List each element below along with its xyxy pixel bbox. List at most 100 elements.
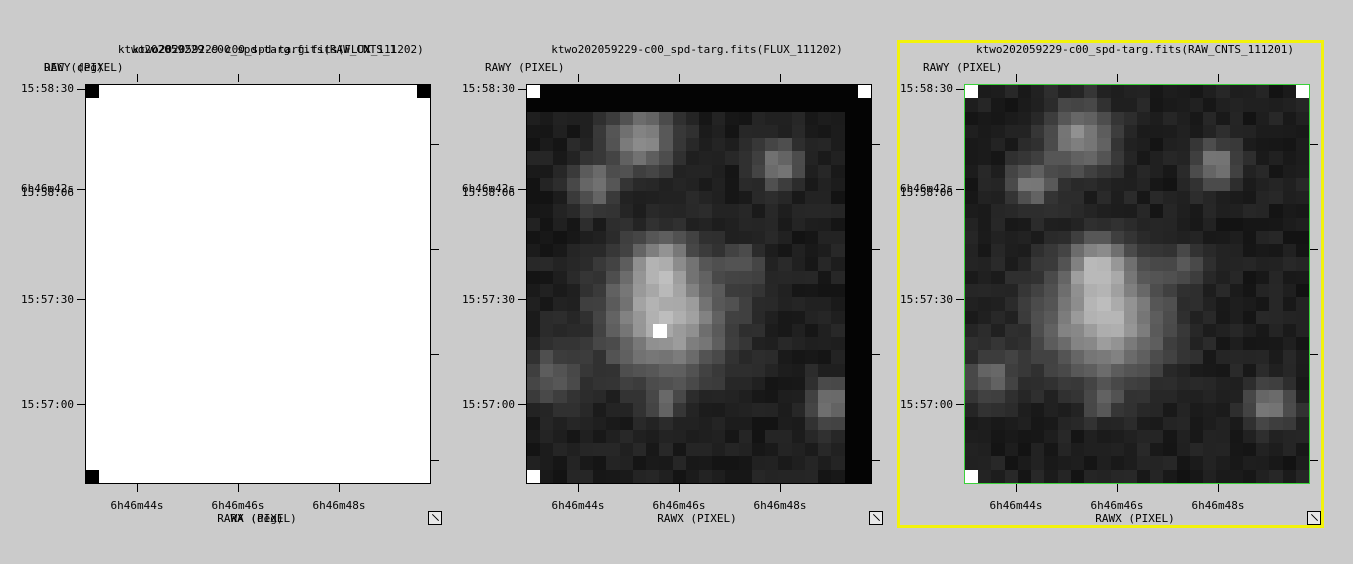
image-pixel: [1282, 230, 1297, 245]
image-pixel: [844, 297, 859, 312]
image-pixel: [685, 337, 700, 352]
image-pixel: [978, 230, 993, 245]
image-pixel: [540, 217, 555, 232]
image-pixel: [991, 429, 1006, 444]
frame-1-image[interactable]: [85, 84, 431, 484]
zoom-resize-icon[interactable]: [428, 511, 442, 525]
image-pixel: [1150, 310, 1165, 325]
image-pixel: [685, 403, 700, 418]
image-pixel: [978, 177, 993, 192]
image-pixel: [1163, 124, 1178, 139]
image-pixel: [1203, 390, 1218, 405]
image-pixel: [1017, 244, 1032, 259]
image-pixel: [791, 310, 806, 325]
image-pixel: [991, 230, 1006, 245]
image-pixel: [1256, 257, 1271, 272]
image-pixel: [857, 390, 871, 405]
zoom-resize-icon[interactable]: [869, 511, 883, 525]
image-pixel: [1189, 297, 1204, 312]
image-pixel: [659, 164, 674, 179]
image-pixel: [844, 217, 859, 232]
image-pixel: [818, 230, 833, 245]
image-pixel: [685, 416, 700, 431]
image-pixel: [1163, 469, 1178, 483]
image-pixel: [1203, 469, 1218, 483]
frame-3-image[interactable]: [964, 84, 1310, 484]
image-pixel: [804, 469, 819, 483]
image-pixel: [593, 217, 608, 232]
image-pixel: [1295, 350, 1309, 365]
image-pixel: [566, 257, 581, 272]
image-pixel: [778, 350, 793, 365]
image-pixel: [672, 124, 687, 139]
image-pixel: [566, 456, 581, 471]
image-pixel: [527, 323, 541, 338]
image-pixel: [699, 337, 713, 352]
image-pixel: [619, 337, 634, 352]
image-pixel: [1004, 244, 1019, 259]
image-pixel: [712, 297, 727, 312]
image-pixel: [1070, 376, 1085, 391]
image-pixel: [1044, 204, 1059, 219]
image-pixel: [1229, 284, 1244, 298]
image-pixel: [1031, 217, 1046, 232]
image-pixel: [831, 350, 846, 365]
image-pixel: [1242, 323, 1257, 338]
image-pixel: [699, 230, 713, 245]
image-pixel: [579, 350, 594, 365]
image-pixel: [857, 376, 871, 391]
image-pixel: [579, 363, 594, 378]
image-pixel: [672, 270, 687, 285]
image-pixel: [1295, 230, 1309, 245]
image-pixel: [540, 416, 555, 431]
image-pixel: [1097, 350, 1112, 365]
image-pixel: [1057, 469, 1072, 483]
image-pixel: [791, 363, 806, 378]
axis-tick: [238, 484, 239, 492]
frame-2-image[interactable]: [526, 84, 872, 484]
image-pixel: [1229, 177, 1244, 192]
image-pixel: [1203, 98, 1218, 113]
image-pixel: [1097, 270, 1112, 285]
dec-tick-label: 6h46m42s: [462, 182, 515, 195]
image-pixel: [844, 337, 859, 352]
image-pixel: [1150, 323, 1165, 338]
image-pixel: [566, 323, 581, 338]
image-pixel: [1004, 376, 1019, 391]
image-pixel: [765, 85, 780, 99]
image-pixel: [1004, 443, 1019, 458]
image-pixel: [632, 323, 647, 338]
image-pixel: [978, 111, 993, 126]
image-pixel: [857, 164, 871, 179]
image-pixel: [1216, 363, 1231, 378]
image-pixel: [593, 416, 608, 431]
image-pixel: [1044, 376, 1059, 391]
image-pixel: [619, 177, 634, 192]
image-pixel: [1044, 244, 1059, 259]
image-pixel: [1269, 456, 1284, 471]
image-pixel: [1123, 416, 1138, 431]
image-pixel: [646, 124, 661, 139]
image-pixel: [1057, 337, 1072, 352]
image-pixel: [791, 323, 806, 338]
image-pixel: [1203, 230, 1218, 245]
image-pixel: [1242, 111, 1257, 126]
image-pixel: [579, 204, 594, 219]
image-pixel: [857, 284, 871, 298]
image-pixel: [1031, 297, 1046, 312]
image-pixel: [1123, 98, 1138, 113]
image-pixel: [1176, 376, 1191, 391]
frame-2-ylabel: RAWY (PIXEL): [485, 61, 565, 74]
image-pixel: [566, 284, 581, 298]
image-pixel: [1203, 297, 1218, 312]
image-pixel: [818, 337, 833, 352]
image-pixel: [685, 138, 700, 153]
image-pixel: [1097, 98, 1112, 113]
image-pixel: [646, 350, 661, 365]
image-pixel: [1282, 204, 1297, 219]
image-pixel: [606, 270, 621, 285]
axis-tick: [956, 89, 964, 90]
image-pixel: [619, 323, 634, 338]
zoom-resize-icon[interactable]: [1307, 511, 1321, 525]
image-pixel: [1044, 111, 1059, 126]
